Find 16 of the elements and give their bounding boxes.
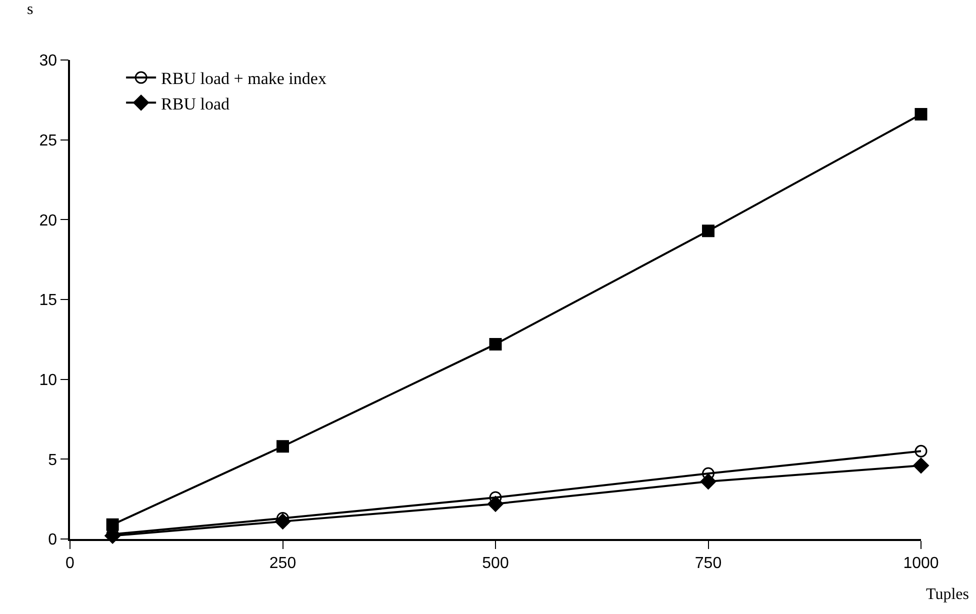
x-tick-label: 0 xyxy=(66,554,75,572)
x-tick-label: 1000 xyxy=(903,554,939,572)
x-tick-label: 500 xyxy=(482,554,509,572)
y-tick-label: 25 xyxy=(39,132,58,150)
y-tick-label: 30 xyxy=(39,52,58,70)
y-tick-label: 15 xyxy=(39,292,58,310)
y-tick-label: 10 xyxy=(39,372,58,389)
y-tick-label: 0 xyxy=(48,532,58,549)
y-tick-label: 5 xyxy=(48,452,58,469)
y-axis-title: s xyxy=(27,1,34,18)
x-axis-title: Tuples xyxy=(926,586,969,603)
x-tick-label: 250 xyxy=(269,554,296,572)
legend-label: RBU load + make index xyxy=(161,69,327,88)
x-tick-label: 750 xyxy=(694,554,722,572)
legend-label: RBU load xyxy=(161,94,230,114)
y-tick-label: 20 xyxy=(39,212,58,230)
